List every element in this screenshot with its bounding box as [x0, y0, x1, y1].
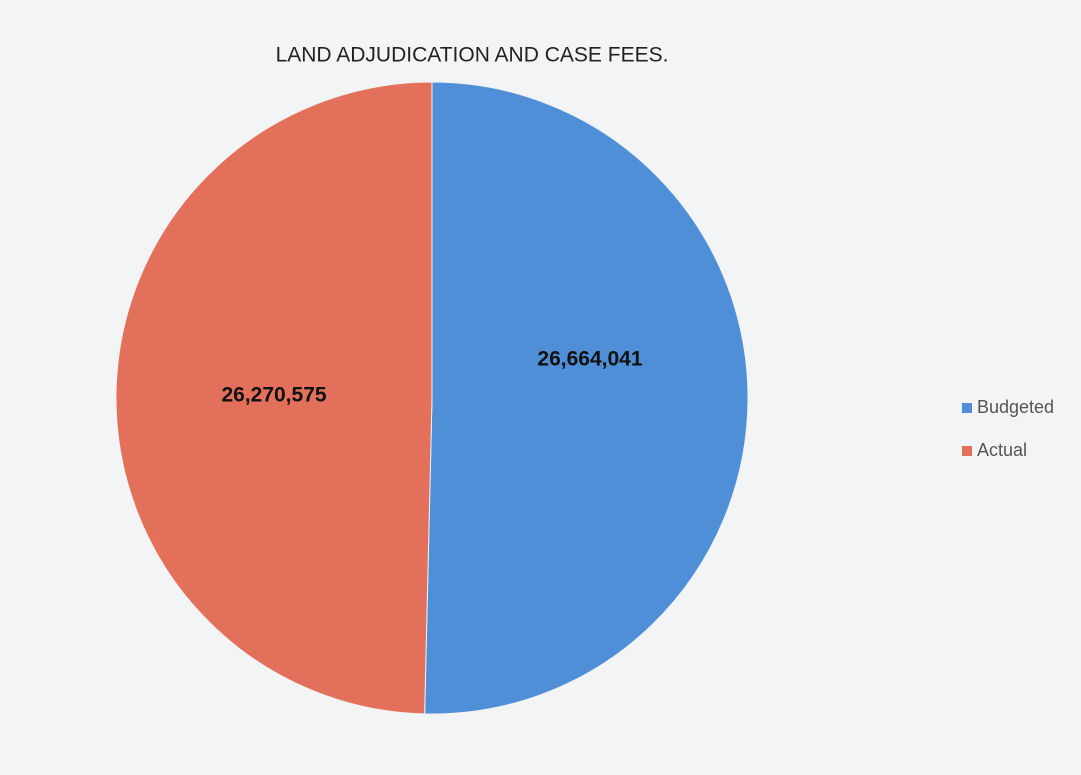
pie-slice — [115, 81, 433, 715]
legend-label: Actual — [977, 440, 1027, 460]
legend-swatch — [962, 403, 972, 413]
pie-slice — [424, 81, 749, 715]
data-label: 26,664,041 — [537, 347, 642, 370]
legend-label: Budgeted — [977, 397, 1054, 417]
chart-title: LAND ADJUDICATION AND CASE FEES. — [276, 44, 669, 67]
legend-swatch — [962, 446, 972, 456]
data-label: 26,270,575 — [221, 384, 326, 407]
